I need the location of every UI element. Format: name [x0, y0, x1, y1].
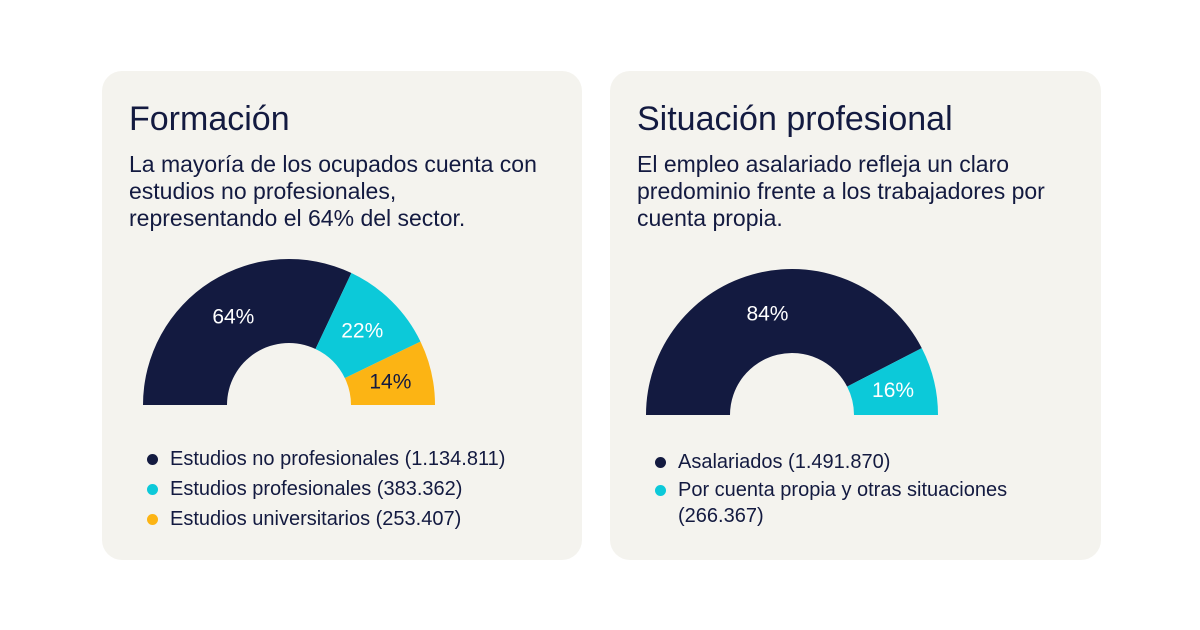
donut-segment-label-1: 64% — [212, 306, 254, 329]
donut-segment-2 — [315, 273, 421, 379]
legend-dot-icon — [147, 484, 158, 495]
legend-dot-icon — [655, 485, 666, 496]
donut-segment-label-2: 22% — [341, 320, 383, 343]
legend-label: Estudios no profesionales (1.134.811) — [170, 448, 506, 470]
donut-segment-1 — [143, 259, 352, 405]
card-subtitle: El empleo asalariado refleja un claro pr… — [637, 151, 1045, 231]
legend-dot-icon — [147, 454, 158, 465]
legend-dot-icon — [655, 457, 666, 468]
legend-label: Estudios universitarios (253.407) — [170, 508, 462, 530]
legend-label: Estudios profesionales (383.362) — [170, 478, 463, 500]
donut-segment-label-1: 84% — [746, 302, 788, 325]
card-title: Situación profesional — [637, 100, 953, 138]
legend-item: Estudios universitarios (253.407) — [146, 506, 505, 532]
donut-segment-1 — [646, 269, 922, 415]
card-subtitle: La mayoría de los ocupados cuenta con es… — [129, 151, 537, 231]
legend-label: Asalariados (1.491.870) — [678, 451, 891, 473]
formacion-semi-donut-chart: 64% 22% 14% — [143, 259, 435, 405]
situacion-semi-donut-chart: 84% 16% — [646, 269, 938, 415]
legend-item: Asalariados (1.491.870) — [654, 449, 1078, 475]
card-title: Formación — [129, 100, 290, 138]
legend-dot-icon — [147, 514, 158, 525]
formacion-legend: Estudios no profesionales (1.134.811) Est… — [146, 446, 505, 536]
donut-segment-2 — [847, 348, 938, 415]
legend-item: Estudios profesionales (383.362) — [146, 476, 505, 502]
situacion-legend: Asalariados (1.491.870) Por cuenta propia… — [654, 449, 1078, 531]
donut-segment-label-2: 16% — [872, 379, 914, 402]
legend-item: Estudios no profesionales (1.134.811) — [146, 446, 505, 472]
donut-segment-label-3: 14% — [369, 370, 411, 393]
formacion-card: Formación La mayoría de los ocupados cue… — [102, 71, 582, 560]
donut-segment-3 — [344, 341, 435, 405]
legend-label: Por cuenta propia y otras situaciones (2… — [678, 479, 1008, 527]
legend-item: Por cuenta propia y otras situaciones (2… — [654, 477, 1078, 529]
situacion-profesional-card: Situación profesional El empleo asalaria… — [610, 71, 1101, 560]
